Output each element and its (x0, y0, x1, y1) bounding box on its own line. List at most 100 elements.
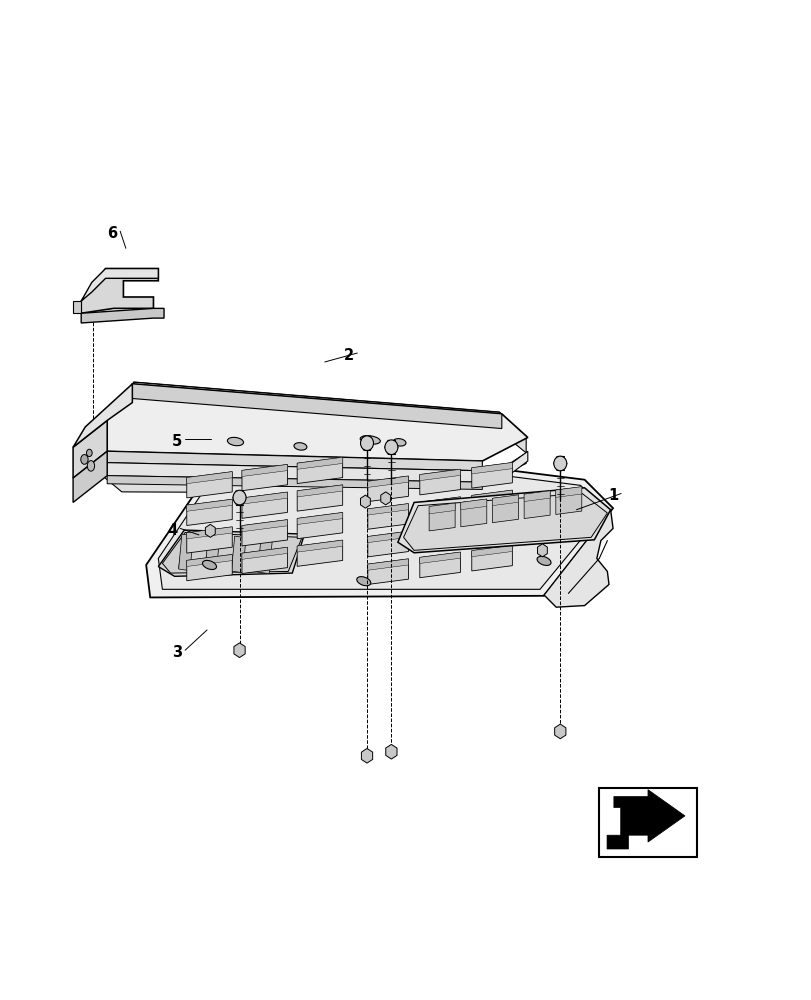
Polygon shape (361, 748, 372, 763)
Polygon shape (419, 525, 460, 536)
Polygon shape (537, 544, 547, 557)
Polygon shape (107, 451, 527, 482)
Ellipse shape (384, 440, 397, 455)
Polygon shape (178, 534, 193, 571)
Ellipse shape (88, 461, 94, 471)
Polygon shape (187, 499, 232, 511)
Polygon shape (428, 503, 454, 514)
Polygon shape (105, 382, 526, 461)
Polygon shape (471, 545, 512, 571)
Polygon shape (367, 559, 408, 570)
Polygon shape (524, 491, 550, 501)
Ellipse shape (553, 456, 566, 471)
Polygon shape (367, 531, 408, 543)
Polygon shape (242, 520, 287, 532)
Polygon shape (471, 518, 512, 529)
Ellipse shape (233, 490, 246, 505)
Polygon shape (73, 301, 81, 313)
Ellipse shape (87, 449, 92, 457)
Polygon shape (385, 744, 397, 759)
Polygon shape (461, 499, 487, 510)
Ellipse shape (202, 560, 217, 570)
Polygon shape (187, 527, 232, 553)
Polygon shape (397, 488, 610, 553)
Polygon shape (419, 469, 460, 481)
Polygon shape (242, 547, 287, 559)
Text: 1: 1 (607, 488, 617, 503)
Polygon shape (73, 420, 107, 478)
Ellipse shape (294, 443, 307, 450)
Polygon shape (367, 559, 408, 584)
Polygon shape (360, 495, 370, 508)
Polygon shape (471, 518, 512, 543)
Polygon shape (146, 455, 612, 597)
Polygon shape (297, 457, 342, 469)
Polygon shape (187, 527, 232, 539)
Polygon shape (297, 457, 342, 484)
Polygon shape (297, 485, 342, 511)
Polygon shape (107, 476, 482, 489)
Polygon shape (242, 520, 287, 546)
Polygon shape (419, 552, 460, 563)
Polygon shape (367, 476, 408, 502)
Polygon shape (471, 463, 512, 488)
Polygon shape (297, 540, 342, 566)
Polygon shape (543, 510, 612, 607)
Polygon shape (242, 547, 287, 574)
Text: 6: 6 (107, 226, 117, 241)
Polygon shape (419, 469, 460, 495)
Polygon shape (556, 487, 581, 514)
Polygon shape (231, 536, 246, 573)
Polygon shape (367, 476, 408, 487)
Ellipse shape (360, 436, 373, 450)
Polygon shape (187, 554, 232, 581)
Polygon shape (367, 531, 408, 557)
Polygon shape (471, 490, 512, 516)
Polygon shape (419, 552, 460, 578)
Polygon shape (491, 495, 518, 523)
Polygon shape (471, 545, 512, 557)
Polygon shape (73, 384, 132, 447)
Polygon shape (258, 537, 272, 574)
Polygon shape (297, 513, 342, 539)
Polygon shape (419, 497, 460, 522)
Polygon shape (242, 492, 287, 518)
Polygon shape (554, 724, 565, 739)
Polygon shape (367, 504, 408, 529)
Polygon shape (556, 487, 581, 497)
Ellipse shape (393, 439, 406, 446)
Polygon shape (367, 504, 408, 515)
Text: 5: 5 (172, 434, 182, 449)
Polygon shape (297, 485, 342, 497)
Polygon shape (134, 382, 526, 453)
Polygon shape (403, 494, 607, 550)
Polygon shape (234, 643, 245, 658)
Polygon shape (205, 524, 215, 537)
Polygon shape (461, 499, 487, 527)
Polygon shape (97, 453, 526, 494)
Polygon shape (242, 492, 287, 504)
Polygon shape (607, 790, 684, 849)
Ellipse shape (536, 556, 551, 565)
Polygon shape (419, 497, 460, 508)
Polygon shape (187, 499, 232, 525)
Polygon shape (471, 463, 512, 474)
Polygon shape (242, 464, 287, 491)
Polygon shape (242, 464, 287, 476)
Ellipse shape (356, 577, 371, 586)
Polygon shape (428, 503, 454, 531)
Ellipse shape (227, 437, 243, 446)
Polygon shape (524, 491, 550, 519)
Polygon shape (107, 384, 527, 461)
Text: 3: 3 (172, 645, 182, 660)
Polygon shape (107, 451, 482, 471)
Ellipse shape (80, 455, 88, 464)
Text: 4: 4 (167, 523, 177, 538)
Polygon shape (187, 472, 232, 484)
Polygon shape (158, 461, 604, 589)
Polygon shape (81, 269, 158, 301)
Polygon shape (491, 495, 518, 506)
Polygon shape (73, 451, 107, 502)
Polygon shape (471, 490, 512, 502)
Polygon shape (419, 525, 460, 550)
